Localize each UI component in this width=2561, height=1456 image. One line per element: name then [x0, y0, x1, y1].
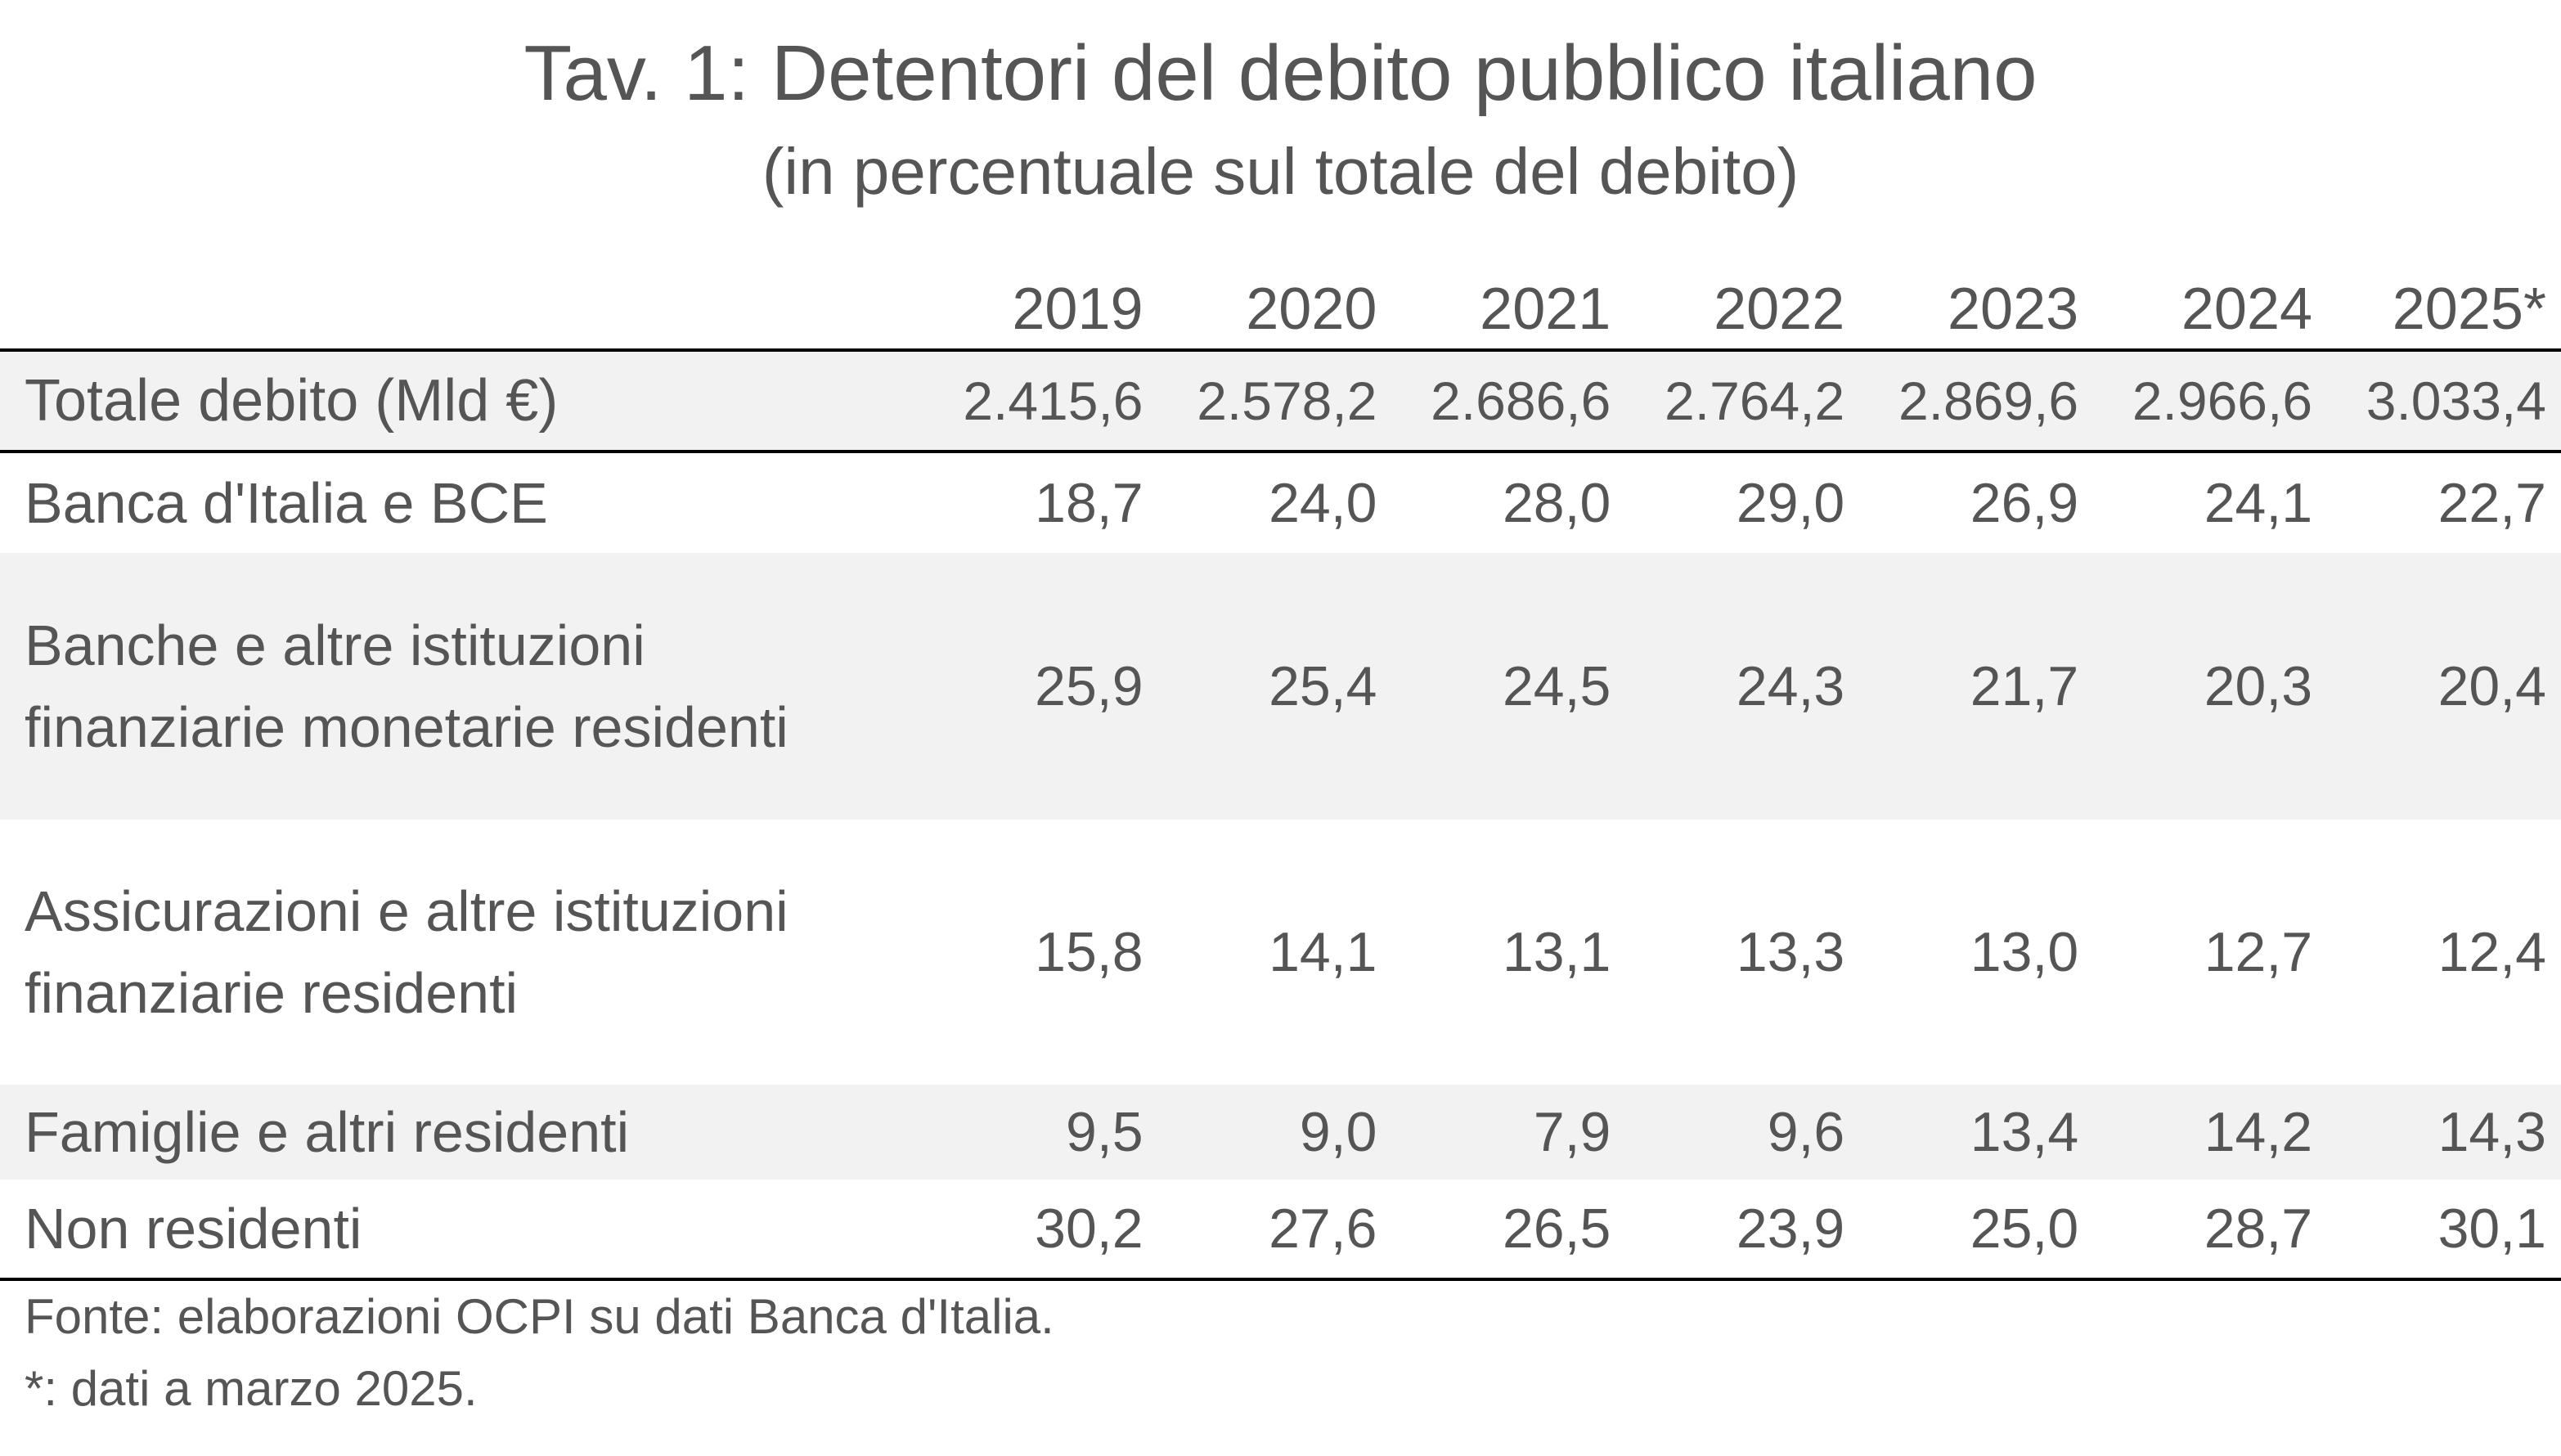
table-cell: 22,7: [2437, 472, 2546, 534]
column-header: 2019: [1012, 276, 1143, 342]
table-cell: 26,9: [1970, 472, 2079, 534]
total-debt-value: 2.578,2: [1197, 371, 1377, 431]
row-label: Non residenti: [0, 1188, 924, 1270]
row-label-line: Assicurazioni e altre istituzioni: [25, 879, 789, 943]
table-cell: 12,4: [2437, 921, 2546, 983]
column-header: 2023: [1947, 276, 2079, 342]
table-title: Tav. 1: Detentori del debito pubblico it…: [523, 29, 2038, 117]
source-note: Fonte: elaborazioni OCPI su dati Banca d…: [25, 1289, 1054, 1344]
table-cell: 23,9: [1736, 1198, 1845, 1260]
table-cell: 28,0: [1502, 472, 1611, 534]
table-cell: 18,7: [1035, 472, 1143, 534]
row-label-line: finanziarie residenti: [25, 961, 519, 1025]
table-cell: 7,9: [1533, 1101, 1611, 1163]
table-cell: 20,4: [2437, 655, 2546, 717]
table-cell: 24,5: [1502, 655, 1611, 717]
total-debt-value: 2.869,6: [1898, 371, 2079, 431]
column-header: 2022: [1714, 276, 1845, 342]
total-debt-value: 2.764,2: [1665, 371, 1845, 431]
row-label-line: Famiglie e altri residenti: [25, 1100, 630, 1164]
table-cell: 25,9: [1035, 655, 1143, 717]
table-cell: 13,1: [1502, 921, 1611, 983]
table-cell: 27,6: [1269, 1198, 1377, 1260]
table-cell: 24,3: [1736, 655, 1845, 717]
row-label-line: Banche e altre istituzioni: [25, 613, 645, 677]
row-label-line: finanziarie monetarie residenti: [25, 695, 789, 759]
total-debt-value: 2.966,6: [2132, 371, 2313, 431]
table-cell: 9,0: [1299, 1101, 1377, 1163]
table-notes: Fonte: elaborazioni OCPI su dati Banca d…: [25, 1281, 1054, 1425]
row-label: Banche e altre istituzioni finanziarie m…: [0, 604, 924, 768]
table-cell: 12,7: [2204, 921, 2313, 983]
table-row: Banca d'Italia e BCE 18,7 24,0 28,0 29,0…: [0, 453, 2561, 553]
column-header: 2021: [1480, 276, 1611, 342]
table-cell: 30,2: [1035, 1198, 1143, 1260]
table-row: Banche e altre istituzioni finanziarie m…: [0, 553, 2561, 820]
column-header: 2020: [1246, 276, 1377, 342]
table-cell: 30,1: [2437, 1198, 2546, 1260]
table-cell: 20,3: [2204, 655, 2313, 717]
table-cell: 13,4: [1970, 1101, 2079, 1163]
footnote: *: dati a marzo 2025.: [25, 1361, 478, 1416]
row-label-line: Banca d'Italia e BCE: [25, 471, 548, 535]
total-debt-label: Totale debito (Mld €): [25, 368, 559, 434]
table-cell: 9,6: [1767, 1101, 1845, 1163]
table-cell: 28,7: [2204, 1198, 2313, 1260]
table-cell: 14,3: [2437, 1101, 2546, 1163]
table-cell: 9,5: [1066, 1101, 1143, 1163]
table-row: Non residenti 30,2 27,6 26,5 23,9 25,0 2…: [0, 1180, 2561, 1281]
debt-holders-table: 2019 2020 2021 2022 2023 2024 2025* Tota…: [0, 270, 2561, 1281]
total-debt-value: 3.033,4: [2366, 371, 2546, 431]
row-label: Banca d'Italia e BCE: [0, 462, 924, 544]
table-cell: 24,0: [1269, 472, 1377, 534]
column-header: 2025*: [2392, 276, 2546, 342]
total-debt-value: 2.415,6: [963, 371, 1143, 431]
table-cell: 24,1: [2204, 472, 2313, 534]
table-cell: 25,0: [1970, 1198, 2079, 1260]
row-label: Famiglie e altri residenti: [0, 1091, 924, 1173]
table-row: Assicurazioni e altre istituzioni finanz…: [0, 820, 2561, 1085]
table-cell: 13,0: [1970, 921, 2079, 983]
table-cell: 14,1: [1269, 921, 1377, 983]
table-cell: 26,5: [1502, 1198, 1611, 1260]
total-debt-row: Totale debito (Mld €) 2.415,6 2.578,2 2.…: [0, 352, 2561, 453]
table-cell: 14,2: [2204, 1101, 2313, 1163]
table-cell: 25,4: [1269, 655, 1377, 717]
column-header: 2024: [2181, 276, 2313, 342]
table-row: Famiglie e altri residenti 9,5 9,0 7,9 9…: [0, 1085, 2561, 1180]
table-cell: 21,7: [1970, 655, 2079, 717]
header-row: 2019 2020 2021 2022 2023 2024 2025*: [0, 270, 2561, 352]
row-label: Assicurazioni e altre istituzioni finanz…: [0, 870, 924, 1034]
total-debt-value: 2.686,6: [1431, 371, 1611, 431]
row-label-line: Non residenti: [25, 1197, 362, 1261]
table-cell: 15,8: [1035, 921, 1143, 983]
table-cell: 13,3: [1736, 921, 1845, 983]
table-cell: 29,0: [1736, 472, 1845, 534]
table-subtitle: (in percentuale sul totale del debito): [762, 135, 1799, 208]
